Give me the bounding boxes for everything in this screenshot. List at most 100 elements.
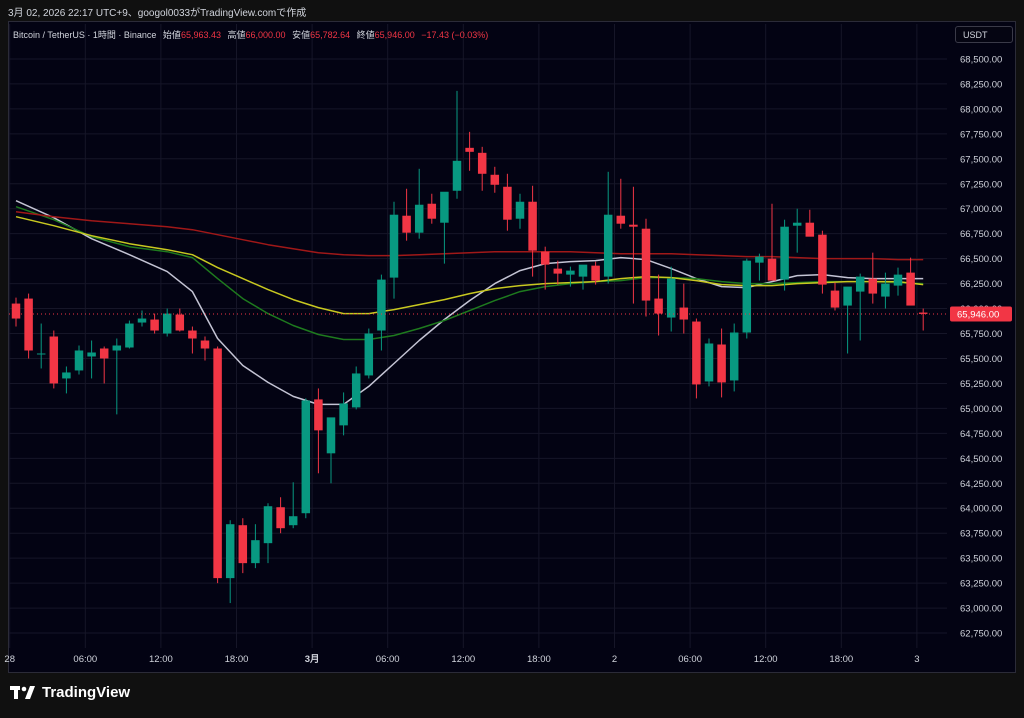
- tradingview-logo-icon: [10, 685, 35, 699]
- candle-body: [553, 268, 563, 274]
- candle: [150, 313, 159, 334]
- close-label: 終値: [356, 30, 375, 40]
- price-tick-label: 63,250.00: [960, 579, 1002, 590]
- candle-body: [830, 290, 840, 308]
- candle-body: [402, 215, 411, 233]
- low-label: 安値: [292, 30, 311, 40]
- candle-body: [465, 147, 474, 152]
- candle-body: [175, 314, 185, 331]
- candle: [679, 283, 689, 334]
- last-price-badge: [950, 306, 1012, 322]
- candle: [389, 201, 399, 299]
- candle-body: [99, 348, 109, 359]
- candle-body: [351, 373, 361, 408]
- candle-body: [490, 174, 500, 185]
- candle-body: [200, 340, 210, 349]
- candle: [729, 323, 739, 392]
- candle-body: [288, 516, 298, 526]
- candle: [62, 366, 71, 394]
- symbol-title[interactable]: Bitcoin / TetherUS · 1時間 · Binance: [13, 30, 157, 40]
- candle-body: [389, 214, 399, 278]
- candle-body: [843, 286, 852, 306]
- candle: [591, 261, 600, 285]
- price-tick-label: 65,750.00: [960, 329, 1002, 340]
- open-value: 65,963.43: [180, 30, 221, 40]
- candle: [692, 318, 701, 399]
- candle-body: [679, 307, 689, 320]
- candle: [755, 253, 764, 281]
- moving-average-line: [15, 205, 924, 341]
- time-tick-label: 18:00: [829, 654, 853, 665]
- time-tick-label: 06:00: [73, 654, 97, 665]
- candle-body: [591, 265, 600, 281]
- candle-body: [62, 372, 71, 379]
- candle: [427, 193, 437, 224]
- candle-body: [414, 204, 424, 233]
- candle: [49, 330, 59, 389]
- price-tick-label: 64,500.00: [960, 454, 1002, 465]
- candle: [36, 323, 46, 369]
- candle-body: [314, 399, 323, 431]
- candle: [74, 345, 84, 375]
- candle-body: [503, 186, 512, 220]
- candle: [251, 524, 260, 569]
- time-tick-label: 12:00: [451, 654, 475, 665]
- candle: [24, 293, 33, 359]
- price-tick-label: 68,250.00: [960, 79, 1002, 90]
- candle-body: [515, 201, 525, 219]
- candle-body: [755, 256, 764, 263]
- candle: [566, 266, 575, 287]
- low-value: 65,782.64: [310, 30, 351, 40]
- candle-body: [666, 278, 676, 318]
- candle: [188, 326, 197, 354]
- candle: [893, 267, 903, 296]
- candle-body: [742, 260, 752, 333]
- candle-body: [629, 224, 638, 227]
- candle: [465, 131, 474, 171]
- tradingview-brand[interactable]: TradingView: [10, 684, 130, 701]
- candle: [553, 260, 563, 285]
- candle: [515, 193, 525, 229]
- candle: [11, 297, 21, 327]
- candle: [326, 417, 336, 484]
- candle-body: [251, 540, 260, 564]
- last-price-layer: 65,946.00: [9, 306, 1012, 322]
- price-tick-label: 63,500.00: [960, 554, 1002, 565]
- candle-body: [326, 417, 336, 454]
- moving-average-line: [15, 215, 924, 315]
- candle-body: [868, 278, 878, 294]
- candle-body: [818, 234, 827, 285]
- candle-body: [162, 313, 172, 334]
- candle: [99, 346, 109, 384]
- candle: [364, 328, 374, 379]
- time-tick-label: 3月: [305, 654, 320, 665]
- time-tick-label: 2: [612, 654, 617, 665]
- candle: [351, 366, 361, 410]
- candle: [818, 230, 827, 294]
- candle: [868, 252, 878, 304]
- candle-body: [74, 350, 84, 371]
- candle: [314, 388, 323, 474]
- time-tick-label: 06:00: [678, 654, 702, 665]
- candle: [666, 266, 676, 332]
- candle-body: [225, 524, 235, 579]
- candle-body: [150, 319, 159, 331]
- currency-button[interactable]: USDT: [955, 26, 1013, 43]
- candle-body: [692, 321, 701, 385]
- price-tick-label: 63,750.00: [960, 529, 1002, 540]
- time-tick-label: 06:00: [376, 654, 400, 665]
- candle-body: [792, 222, 802, 226]
- candle-body: [893, 274, 903, 286]
- candle: [843, 286, 852, 354]
- candle-body: [137, 318, 147, 323]
- candle: [200, 336, 210, 361]
- candle-body: [881, 283, 890, 297]
- candle: [452, 90, 462, 199]
- candle: [742, 258, 752, 339]
- candle: [213, 346, 222, 584]
- candle-body: [717, 344, 726, 383]
- high-value: 66,000.00: [245, 30, 286, 40]
- candle-body: [616, 215, 626, 224]
- price-tick-label: 63,000.00: [960, 604, 1002, 615]
